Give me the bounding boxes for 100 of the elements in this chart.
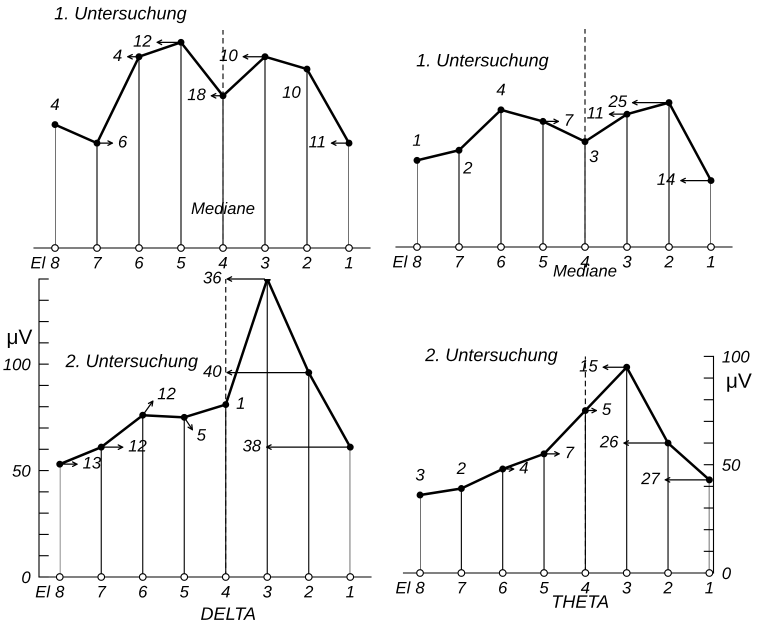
x-tick-label: 2	[304, 586, 314, 598]
y-tick-label: 100	[722, 350, 750, 363]
annotation: 27	[641, 472, 660, 484]
x-tick-label: 2	[664, 256, 674, 268]
y-tick-label: 50	[722, 459, 740, 471]
x-tick-label: 8	[50, 256, 60, 269]
point	[499, 466, 506, 473]
x-tick-label: 8	[56, 586, 64, 598]
point	[305, 369, 312, 376]
annotation: 7	[566, 114, 574, 126]
point	[664, 440, 672, 447]
x-axis-title: El	[392, 255, 408, 268]
x-tick-label: 5	[540, 582, 549, 594]
point	[623, 364, 630, 371]
annotation: 3	[416, 468, 425, 481]
annotation: 5	[602, 403, 612, 416]
y-axis-title: μV	[8, 330, 32, 348]
x-tick-label: 6	[497, 256, 506, 268]
annotation: 10	[282, 86, 301, 98]
x-tick-label: 8	[412, 256, 422, 268]
annotation: 25	[608, 95, 628, 108]
point	[52, 121, 58, 128]
x-tick-label: 4	[580, 582, 590, 594]
chart-title: 1. Untersuchung	[416, 53, 548, 70]
point	[458, 485, 465, 492]
x-tick-label: 6	[499, 582, 508, 594]
point	[706, 476, 713, 484]
x-tick-label: 7	[456, 256, 464, 268]
x-axis-title: El	[36, 585, 50, 598]
x-tick-label: 5	[176, 256, 186, 269]
y-tick-label: 0	[722, 567, 731, 580]
annotation: 18	[188, 88, 206, 100]
x-axis-title: El	[30, 256, 46, 268]
point	[56, 460, 64, 468]
y-tick-label: 100	[3, 358, 31, 370]
annotation: 15	[580, 360, 598, 372]
x-tick-label: 3	[263, 586, 272, 598]
annotation: 26	[600, 436, 618, 448]
point	[220, 92, 226, 100]
annotation: 5	[197, 429, 206, 441]
point	[456, 146, 462, 154]
annotation: 2	[463, 162, 472, 174]
x-tick-label: 4	[221, 586, 230, 598]
annotation: 2	[456, 462, 466, 474]
x-tick-label: 4	[218, 256, 228, 268]
annotation: 12	[158, 388, 176, 400]
annotation: 11	[309, 136, 325, 148]
y-axis-title: μV	[727, 373, 752, 392]
annotation: 4	[113, 50, 122, 62]
point	[180, 414, 188, 421]
x-tick-label: 2	[663, 582, 672, 594]
chart-title: 1. Untersuchung	[54, 6, 186, 24]
point	[708, 177, 714, 184]
x-tick-label: 3	[622, 256, 632, 268]
x-tick-label: 1	[344, 256, 352, 268]
text: THETA	[552, 595, 608, 608]
annotation: 1	[412, 134, 420, 146]
point	[94, 140, 100, 147]
annotation: 7	[566, 446, 575, 458]
point	[498, 106, 504, 114]
point	[346, 140, 352, 147]
text: 2. Untersuchung	[65, 354, 198, 371]
annotation: 6	[118, 136, 128, 148]
y-tick-label: 0	[22, 571, 31, 584]
x-tick-label: 8	[416, 582, 425, 594]
point	[222, 401, 230, 408]
x-tick-label: 7	[94, 256, 102, 268]
point	[414, 156, 420, 164]
x-tick-label: 1	[346, 586, 354, 598]
annotation: 38	[242, 440, 262, 452]
x-tick-label: 3	[622, 582, 632, 594]
x-tick-label: 6	[139, 586, 148, 598]
x-tick-label: 7	[98, 586, 106, 598]
annotation: 40	[203, 365, 222, 378]
point	[540, 118, 546, 125]
annotation: 4	[496, 84, 506, 96]
annotation: 11	[587, 107, 603, 118]
y-tick-label: 50	[12, 464, 31, 477]
annotation: 1	[236, 397, 244, 409]
annotation: 12	[134, 35, 152, 47]
text: DELTA	[201, 607, 256, 620]
point	[416, 492, 424, 498]
x-tick-label: 1	[706, 256, 714, 268]
point	[666, 99, 672, 106]
annotation: 4	[50, 98, 60, 110]
annotation: 3	[590, 150, 598, 162]
point	[346, 444, 354, 451]
chart-title: 2. Untersuchung	[425, 348, 558, 365]
x-axis-title: El	[396, 581, 411, 594]
x-tick-label: 3	[260, 256, 270, 269]
point	[139, 412, 146, 419]
point	[304, 66, 310, 73]
point	[540, 450, 548, 458]
point	[262, 53, 268, 60]
x-tick-label: 6	[135, 256, 144, 269]
x-tick-label: 2	[302, 256, 312, 268]
x-tick-label: 7	[458, 582, 467, 594]
point	[136, 53, 142, 60]
point	[178, 38, 184, 46]
annotation: 36	[203, 272, 222, 284]
